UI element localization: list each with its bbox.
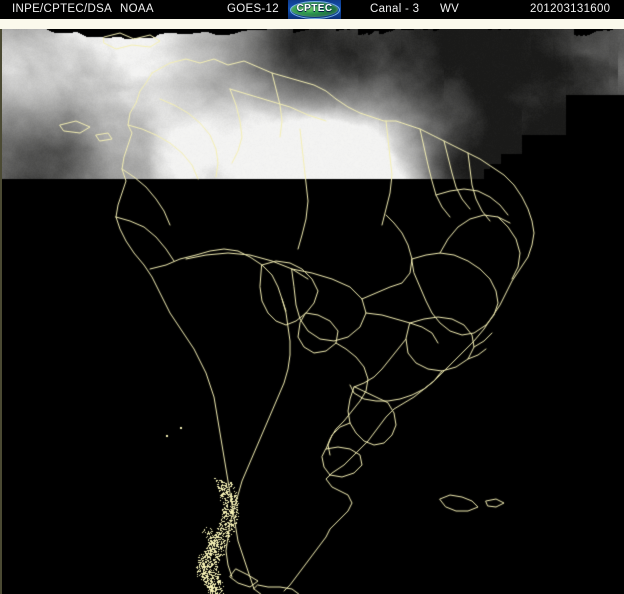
cptec-logo-icon: CPTEC — [288, 0, 341, 19]
header-bar: INPE/CPTEC/DSA NOAA GOES-12 CPTEC Canal … — [0, 0, 624, 19]
satellite-image-canvas — [0, 29, 624, 594]
cptec-logo-ring — [290, 1, 340, 19]
cptec-logo-label: CPTEC — [296, 3, 333, 14]
timestamp-label: 201203131600 — [530, 3, 611, 15]
satellite-image — [0, 29, 624, 594]
channel-label: Canal - 3 — [370, 3, 420, 15]
image-left-edge — [0, 29, 2, 594]
agency-label: INPE/CPTEC/DSA — [12, 3, 113, 15]
satellite-label: GOES-12 — [227, 3, 279, 15]
band-label: WV — [440, 3, 460, 15]
operator-label: NOAA — [120, 3, 154, 15]
separator-band — [0, 19, 624, 29]
